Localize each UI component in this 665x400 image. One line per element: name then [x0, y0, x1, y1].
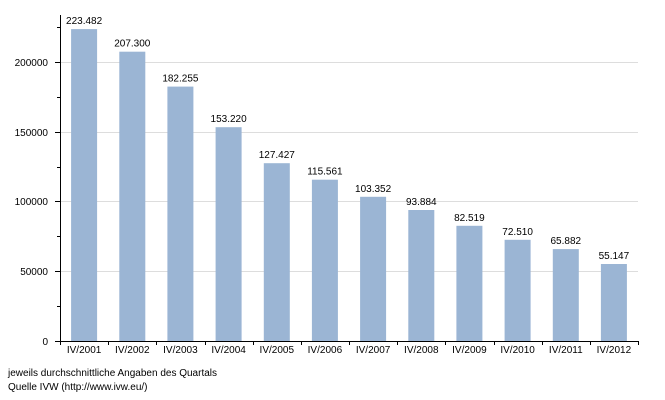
data-label: 93.884 [406, 197, 437, 208]
x-tick-label: IV/2006 [308, 345, 343, 356]
footnote-note: jeweils durchschnittliche Angaben des Qu… [8, 368, 218, 379]
data-label: 153.220 [211, 114, 248, 125]
y-tick-label: 200000 [15, 58, 49, 69]
data-label: 115.561 [307, 167, 343, 178]
bar [311, 179, 338, 341]
x-tick-label: IV/2004 [211, 345, 246, 356]
data-label: 127.427 [259, 150, 296, 161]
x-tick-label: IV/2008 [404, 345, 439, 356]
bar [215, 127, 242, 341]
x-tick-label: IV/2010 [500, 345, 535, 356]
data-label: 72.510 [502, 227, 533, 238]
x-tick-label: IV/2007 [356, 345, 391, 356]
bar [600, 264, 627, 341]
axes [55, 15, 639, 345]
bar [71, 29, 98, 341]
bar [456, 225, 483, 341]
data-label: 103.352 [355, 184, 392, 195]
bar [263, 163, 290, 341]
bar [167, 86, 194, 341]
bars [71, 29, 627, 341]
data-label: 55.147 [599, 251, 630, 262]
bar [119, 51, 146, 341]
y-tick-label: 50000 [20, 267, 48, 278]
x-tick-label: IV/2012 [597, 345, 632, 356]
x-tick-label: IV/2005 [260, 345, 295, 356]
data-label: 223.482 [66, 16, 103, 27]
bar [552, 249, 579, 341]
bar [360, 196, 387, 341]
x-tick-label: IV/2001 [67, 345, 102, 356]
y-tick-label: 100000 [15, 197, 49, 208]
bar [504, 239, 531, 341]
x-tick-label: IV/2003 [163, 345, 198, 356]
labels: 223.482 IV/2001 207.300 IV/2002 182.255 IV/20… [15, 16, 632, 356]
bar [408, 210, 435, 341]
data-label: 182.255 [162, 74, 199, 85]
footnote-source: Quelle IVW (http://www.ivw.eu/) [8, 382, 148, 393]
y-tick-label: 0 [42, 337, 48, 348]
x-tick-label: IV/2011 [549, 345, 583, 356]
y-tick-label: 150000 [15, 128, 49, 139]
data-label: 65.882 [551, 236, 582, 247]
grid-lines [60, 62, 638, 272]
data-label: 207.300 [114, 39, 151, 50]
data-label: 82.519 [454, 213, 485, 224]
x-tick-label: IV/2009 [452, 345, 487, 356]
x-tick-label: IV/2002 [115, 345, 150, 356]
